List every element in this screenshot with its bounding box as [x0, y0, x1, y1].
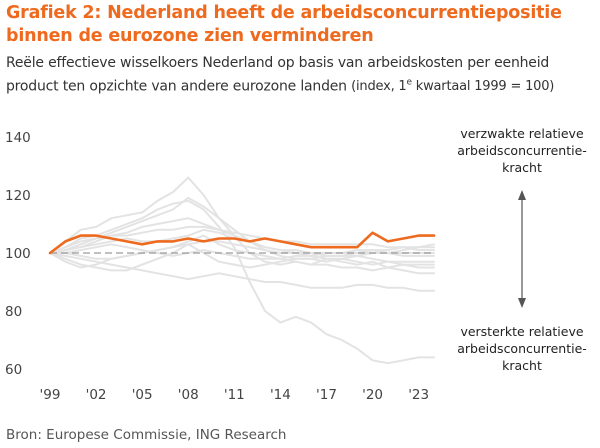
x-tick-label: '17 [316, 387, 337, 403]
y-tick-label: 100 [5, 246, 31, 262]
subtitle-main: Reële effectieve wisselkoers Nederland o… [6, 55, 550, 95]
arrow-head-down [518, 298, 526, 308]
other-country-lines [49, 176, 435, 365]
x-tick-label: '99 [40, 387, 61, 403]
x-axis-ticks: '99 '02 '05 '08 '11 '14 '17 '20 '23 [40, 387, 430, 403]
country-line [49, 243, 435, 260]
country-line [49, 240, 435, 269]
y-axis-ticks: 60 80 100 120 140 [5, 130, 31, 378]
subtitle-index: (index, 1e kwartaal 1999 = 100) [351, 78, 555, 95]
source-note: Bron: Europese Commissie, ING Research [6, 427, 287, 443]
country-line [49, 225, 435, 254]
subtitle-index-close: kwartaal 1999 = 100) [411, 79, 555, 95]
arrow-head-up [518, 190, 526, 200]
x-tick-label: '23 [408, 387, 429, 403]
x-tick-label: '05 [132, 387, 153, 403]
country-line [49, 252, 435, 292]
subtitle-index-sup: e [406, 78, 413, 88]
chart-subtitle: Reële effectieve wisselkoers Nederland o… [6, 53, 600, 97]
x-tick-label: '02 [86, 387, 107, 403]
x-tick-label: '20 [362, 387, 383, 403]
chart-title: Grafiek 2: Nederland heeft de arbeidscon… [6, 3, 562, 46]
country-line [49, 176, 435, 266]
subtitle-index-open: (index, 1 [351, 79, 407, 95]
netherlands-line-group [48, 231, 436, 255]
y-tick-label: 60 [5, 362, 22, 378]
x-tick-label: '14 [270, 387, 291, 403]
country-line [49, 199, 435, 365]
y-tick-label: 80 [5, 304, 22, 320]
direction-arrow [518, 190, 526, 308]
x-tick-label: '08 [178, 387, 199, 403]
annotation-weaker: verzwakte relatieve arbeidsconcurrentie-… [457, 126, 587, 175]
y-tick-label: 140 [5, 130, 31, 146]
annotation-stronger: versterkte relatieve arbeidsconcurrentie… [457, 324, 587, 373]
netherlands-line [48, 231, 436, 255]
x-tick-label: '11 [224, 387, 245, 403]
y-tick-label: 120 [5, 188, 31, 204]
